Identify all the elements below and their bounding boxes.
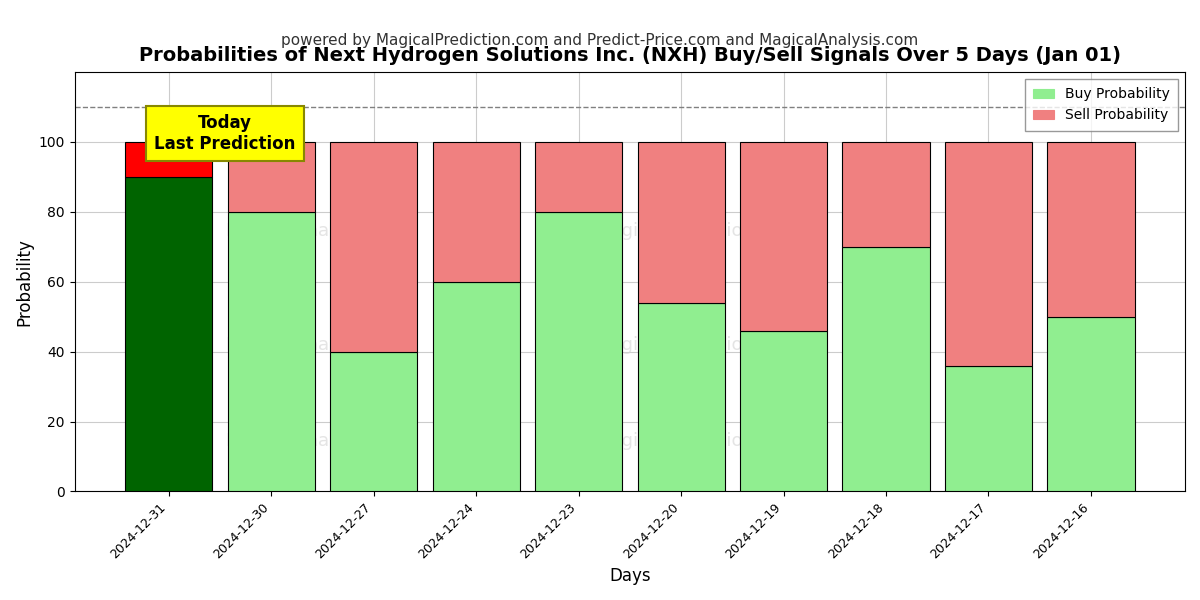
Bar (842, 247, 930, 491)
Bar (432, 282, 520, 491)
Bar (842, 142, 930, 247)
Bar (1048, 317, 1134, 491)
Text: MagicalAnalysis.com: MagicalAnalysis.com (224, 432, 413, 450)
Bar (740, 331, 827, 491)
Bar (740, 142, 827, 331)
Title: Probabilities of Next Hydrogen Solutions Inc. (NXH) Buy/Sell Signals Over 5 Days: Probabilities of Next Hydrogen Solutions… (139, 46, 1121, 65)
Bar (944, 365, 1032, 491)
Text: MagicalAnalysis.com: MagicalAnalysis.com (224, 335, 413, 353)
Bar (637, 302, 725, 491)
X-axis label: Days: Days (610, 567, 650, 585)
Text: MagicalPrediction.com: MagicalPrediction.com (595, 223, 798, 241)
Bar (1048, 142, 1134, 317)
Bar (125, 142, 212, 177)
Bar (125, 177, 212, 491)
Bar (535, 142, 622, 212)
Bar (432, 142, 520, 282)
Text: Today
Last Prediction: Today Last Prediction (155, 114, 295, 153)
Bar (330, 142, 418, 352)
Legend: Buy Probability, Sell Probability: Buy Probability, Sell Probability (1025, 79, 1178, 131)
Text: MagicalAnalysis.com: MagicalAnalysis.com (224, 223, 413, 241)
Text: powered by MagicalPrediction.com and Predict-Price.com and MagicalAnalysis.com: powered by MagicalPrediction.com and Pre… (281, 33, 919, 48)
Bar (228, 142, 314, 212)
Text: MagicalPrediction.com: MagicalPrediction.com (595, 335, 798, 353)
Bar (637, 142, 725, 302)
Bar (228, 212, 314, 491)
Y-axis label: Probability: Probability (16, 238, 34, 326)
Text: MagicalPrediction.com: MagicalPrediction.com (595, 432, 798, 450)
Bar (535, 212, 622, 491)
Bar (944, 142, 1032, 365)
Bar (330, 352, 418, 491)
